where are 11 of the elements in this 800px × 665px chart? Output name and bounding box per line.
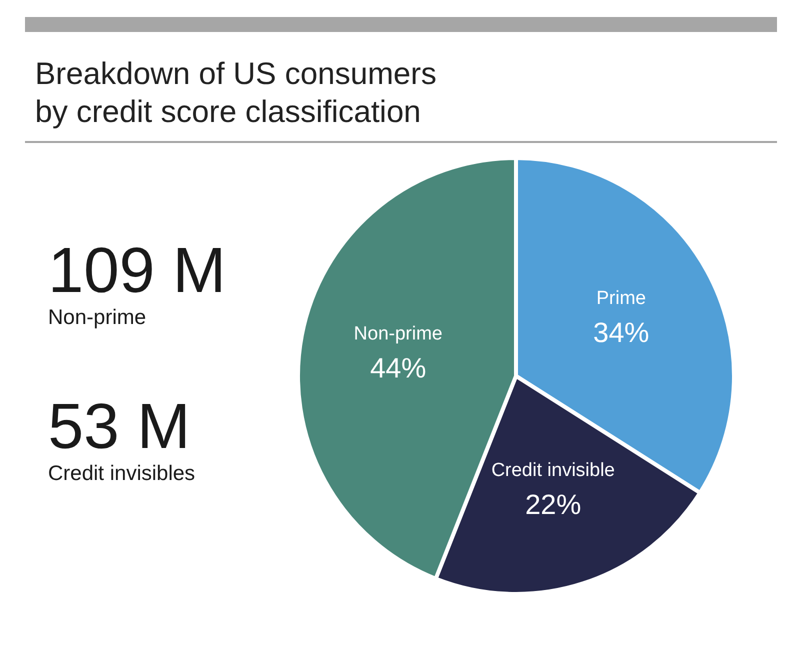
data-label: 22% (525, 489, 582, 520)
chart-title: Breakdown of US consumers by credit score classification (35, 55, 438, 131)
text: 53 M (48, 390, 190, 462)
text: 109 M (48, 234, 226, 306)
data-label: 44% (370, 352, 426, 384)
text: Non-prime (48, 306, 146, 329)
slice-label: Non-prime (354, 324, 442, 345)
data-label: 34% (593, 317, 650, 348)
slice-label: Credit invisible (491, 460, 615, 482)
text: Credit invisibles (48, 462, 196, 485)
slice-label: Prime (596, 288, 646, 310)
